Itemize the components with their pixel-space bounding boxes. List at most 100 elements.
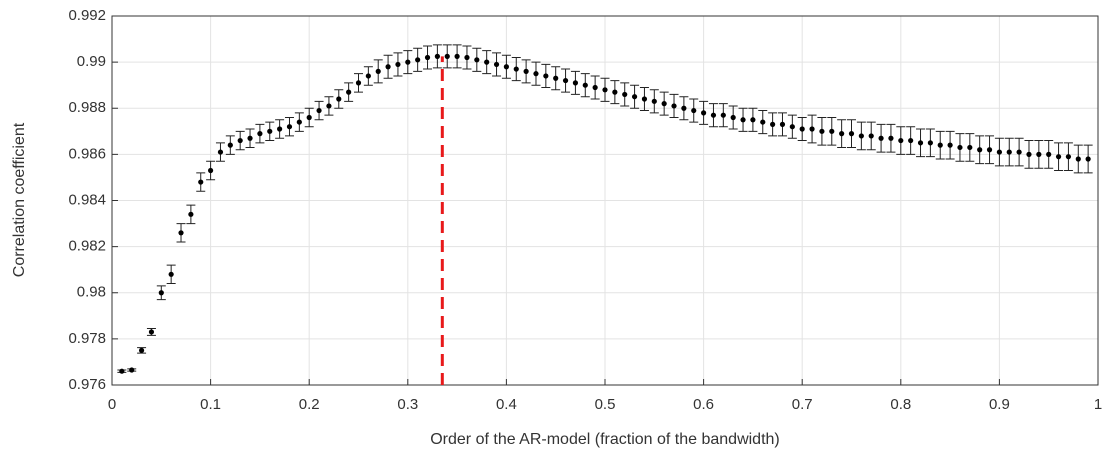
y-tick-label: 0.98	[77, 284, 106, 301]
data-point	[701, 110, 707, 116]
data-point	[513, 66, 519, 72]
data-point	[385, 64, 391, 70]
data-point	[927, 140, 933, 146]
data-point	[799, 126, 805, 132]
data-point	[474, 57, 480, 63]
data-point	[641, 96, 648, 102]
data-point	[937, 142, 943, 148]
data-point	[582, 82, 588, 88]
data-point	[395, 61, 401, 68]
data-point	[1055, 154, 1062, 160]
data-point	[326, 103, 332, 109]
y-tick-label: 0.986	[68, 145, 106, 162]
data-point	[1065, 154, 1072, 160]
data-point	[533, 71, 539, 77]
data-point	[346, 89, 352, 95]
y-tick-label: 0.984	[68, 191, 106, 208]
y-tick-label: 0.976	[68, 376, 106, 393]
data-point	[651, 98, 657, 104]
data-point	[424, 54, 431, 61]
data-point	[306, 114, 312, 121]
data-point	[917, 140, 924, 146]
data-point	[809, 126, 815, 132]
y-axis-label: Correlation coefficient	[11, 122, 28, 277]
data-point	[612, 89, 618, 95]
y-tick-label: 0.978	[68, 330, 106, 347]
data-point	[819, 128, 825, 134]
data-point	[286, 124, 293, 130]
data-point	[247, 135, 253, 141]
data-point	[878, 135, 884, 141]
data-point	[730, 114, 736, 121]
data-point	[967, 144, 973, 151]
data-point	[572, 80, 579, 86]
x-tick-label: 0	[108, 396, 116, 413]
data-point	[129, 367, 135, 373]
y-tick-label: 0.988	[68, 99, 106, 116]
y-tick-label: 0.99	[77, 53, 106, 70]
data-point	[148, 329, 155, 335]
y-tick-label: 0.992	[68, 7, 106, 24]
data-point	[720, 112, 726, 118]
data-point	[257, 131, 263, 137]
data-point	[188, 211, 194, 217]
data-point	[178, 230, 184, 236]
data-point	[484, 59, 490, 65]
data-point	[237, 137, 243, 144]
data-point	[1036, 151, 1042, 157]
data-point	[977, 147, 983, 153]
data-point	[691, 107, 697, 114]
data-point	[503, 64, 509, 70]
data-point	[415, 57, 421, 63]
data-point	[523, 68, 529, 74]
data-point	[543, 73, 549, 79]
data-point	[1046, 151, 1052, 157]
data-point	[622, 91, 628, 98]
data-point	[375, 68, 381, 74]
data-point	[592, 84, 598, 91]
data-point	[365, 73, 371, 79]
x-tick-label: 0.1	[200, 396, 221, 413]
data-point	[858, 133, 864, 139]
x-tick-label: 1	[1094, 396, 1102, 413]
data-point	[217, 149, 224, 155]
x-tick-label: 0.8	[890, 396, 911, 413]
x-tick-label: 0.6	[693, 396, 714, 413]
data-point	[168, 271, 174, 277]
data-point	[839, 131, 845, 137]
data-point	[454, 53, 460, 59]
data-point	[1016, 149, 1022, 155]
data-point	[1026, 151, 1032, 157]
data-point	[947, 142, 953, 148]
data-point	[908, 137, 914, 144]
data-point	[444, 53, 450, 59]
data-point	[355, 80, 362, 86]
data-point	[267, 128, 273, 134]
data-point	[681, 105, 687, 111]
data-point	[1006, 149, 1012, 155]
data-point	[227, 142, 233, 148]
data-point	[277, 126, 283, 132]
data-point	[562, 77, 569, 84]
data-point	[602, 87, 608, 93]
data-point	[661, 101, 667, 107]
x-tick-label: 0.3	[397, 396, 418, 413]
data-point	[829, 128, 835, 134]
data-point	[868, 133, 874, 139]
x-axis-label: Order of the AR-model (fraction of the b…	[430, 431, 780, 448]
data-point	[316, 107, 322, 114]
data-point	[789, 124, 795, 130]
data-point	[770, 121, 776, 127]
data-point	[631, 94, 638, 100]
data-point	[119, 368, 125, 374]
data-point	[493, 61, 500, 68]
data-point	[208, 167, 214, 174]
data-point	[198, 179, 204, 185]
data-point	[898, 137, 904, 144]
x-tick-label: 0.9	[989, 396, 1010, 413]
data-point	[710, 112, 717, 118]
plot-frame	[111, 15, 1099, 386]
x-tick-label: 0.4	[496, 396, 517, 413]
data-point	[848, 131, 855, 137]
